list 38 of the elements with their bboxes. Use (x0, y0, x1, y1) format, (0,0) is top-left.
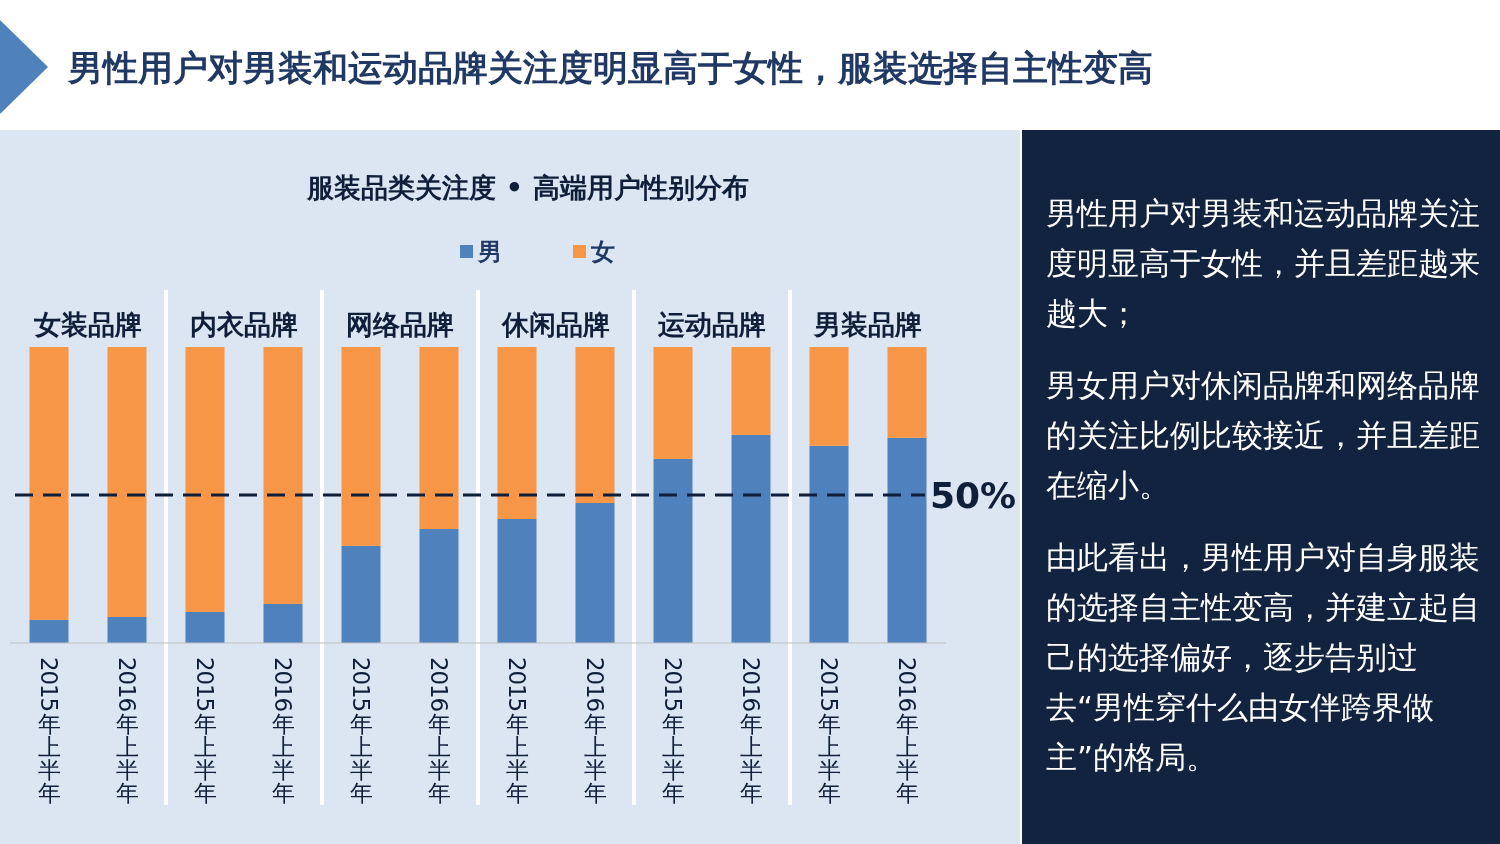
text: 男女用户对休闲品牌和网络品牌的关注比例比较接近，并且差距在缩小。 (1046, 366, 1481, 505)
bar (497, 518, 537, 643)
text: 由此看出，男性用户对自身服装的选择自主性变高，并建立起自己的选择偏好，逐步告别过去“男性穿什么由女伴跨界做主”的格局。 (1046, 538, 1481, 777)
legend-label: 女 (590, 238, 615, 266)
bar (107, 347, 147, 617)
bar (185, 347, 225, 612)
bar (419, 529, 459, 643)
text: 男性用户对男装和运动品牌关注度明显高于女性，并且差距越来越大； (1046, 194, 1481, 333)
bar (887, 437, 927, 643)
bar (107, 616, 147, 643)
text: 休闲品牌 (501, 309, 610, 340)
bar (575, 502, 615, 643)
ref-line-label: 50% (930, 475, 1017, 516)
bar (29, 619, 69, 643)
text: 网络品牌 (346, 309, 454, 340)
bar (263, 603, 303, 643)
bar (653, 458, 693, 643)
bar (809, 445, 849, 643)
bar (731, 347, 771, 435)
bar (185, 611, 225, 643)
bar (731, 434, 771, 643)
bar (497, 347, 537, 519)
bar (653, 347, 693, 459)
text: 运动品牌 (657, 309, 766, 340)
bar (29, 347, 69, 620)
bar (575, 347, 615, 503)
bar (419, 347, 459, 530)
legend-label: 男 (477, 238, 502, 266)
text: 内衣品牌 (190, 309, 298, 340)
chart-title: 男性用户对男装和运动品牌关注度明显高于女性，服装选择自主性变高 (67, 48, 1153, 88)
bar (887, 347, 927, 438)
bar (809, 347, 849, 446)
bar (341, 545, 381, 643)
text: 男装品牌 (813, 309, 922, 340)
bar (263, 347, 303, 604)
bar (341, 347, 381, 546)
chart-subtitle: 服装品类关注度 • 高端用户性别分布 (306, 172, 749, 203)
text: 女装品牌 (33, 309, 142, 340)
